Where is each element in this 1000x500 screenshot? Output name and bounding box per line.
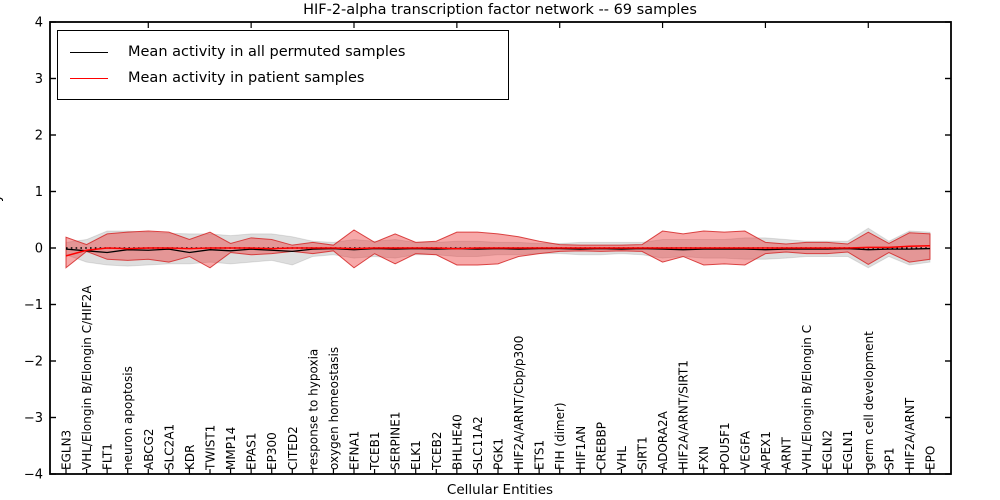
chart-title: HIF-2-alpha transcription factor network… (303, 2, 697, 18)
x-tick-label: FXN (697, 446, 711, 470)
x-tick-label: EPAS1 (245, 432, 259, 470)
x-tick-label: VHL/Elongin B/Elongin C (800, 325, 814, 470)
x-tick-label: FLT1 (101, 443, 115, 470)
x-tick-label: germ cell development (862, 331, 876, 470)
x-tick-label: response to hypoxia (306, 349, 320, 470)
x-tick-label: VHL (615, 446, 629, 470)
y-tick-label: −3 (24, 411, 43, 426)
y-tick-label: 3 (35, 72, 43, 87)
permuted-line-swatch (70, 51, 108, 53)
x-tick-label: KDR (183, 445, 197, 470)
x-tick-label: FIH (dimer) (553, 402, 567, 470)
x-tick-label: SERPINE1 (389, 411, 403, 470)
x-tick-label: HIF1AN (574, 426, 588, 470)
x-tick-label: VEGFA (738, 430, 752, 470)
legend: Mean activity in all permuted samples Me… (57, 30, 509, 100)
x-tick-label: EGLN2 (821, 430, 835, 470)
y-tick-label: −1 (24, 298, 43, 313)
y-tick-label: 4 (35, 16, 43, 31)
x-tick-label: BHLHE40 (450, 414, 464, 470)
x-tick-label: ETS1 (533, 440, 547, 470)
x-tick-label: POU5F1 (718, 422, 732, 470)
y-axis-title: Inferred Activity (0, 194, 4, 302)
legend-label-permuted: Mean activity in all permuted samples (128, 44, 406, 60)
y-tick-label: 0 (35, 242, 43, 257)
x-tick-label: HIF2A/ARNT/SIRT1 (677, 360, 691, 470)
x-tick-label: HIF2A/ARNT/Cbp/p300 (512, 336, 526, 470)
x-tick-label: ADORA2A (656, 410, 670, 470)
legend-entry-permuted: Mean activity in all permuted samples (70, 39, 498, 65)
x-tick-label: TCEB1 (368, 432, 382, 471)
y-tick-label: 2 (35, 129, 43, 144)
x-tick-label: EPO (924, 446, 938, 470)
patient-line-swatch (70, 77, 108, 79)
legend-label-patient: Mean activity in patient samples (128, 70, 365, 86)
x-tick-label: MMP14 (224, 427, 238, 470)
x-tick-label: oxygen homeostasis (327, 347, 341, 470)
x-tick-label: TCEB2 (430, 432, 444, 471)
x-axis-title: Cellular Entities (446, 482, 554, 498)
x-tick-label: CREBBP (594, 422, 608, 470)
x-tick-label: SIRT1 (636, 436, 650, 470)
x-tick-label: ABCG2 (142, 428, 156, 470)
x-tick-label: EFNA1 (348, 431, 362, 470)
x-tick-label: ARNT (780, 436, 794, 470)
x-tick-label: APEX1 (759, 431, 773, 470)
x-tick-label: SLC11A2 (471, 416, 485, 470)
x-tick-label: ELK1 (409, 440, 423, 470)
x-tick-label: neuron apoptosis (121, 366, 135, 470)
x-tick-label: VHL/Elongin B/Elongin C/HIF2A (80, 285, 94, 470)
x-tick-label: TWIST1 (204, 425, 218, 471)
x-tick-label: HIF2A/ARNT (903, 397, 917, 470)
y-tick-label: 1 (35, 185, 43, 200)
x-tick-label: EGLN1 (841, 430, 855, 470)
x-tick-label: PGK1 (492, 438, 506, 470)
legend-entry-patient: Mean activity in patient samples (70, 65, 498, 91)
x-tick-label: SLC2A1 (162, 424, 176, 470)
patient-mean-line (65, 244, 931, 257)
x-tick-label: SP1 (882, 448, 896, 471)
x-tick-label: EGLN3 (60, 430, 74, 470)
y-tick-label: −4 (24, 468, 43, 483)
x-tick-label: CITED2 (286, 426, 300, 470)
y-tick-label: −2 (24, 355, 43, 370)
x-tick-label: EP300 (265, 432, 279, 470)
